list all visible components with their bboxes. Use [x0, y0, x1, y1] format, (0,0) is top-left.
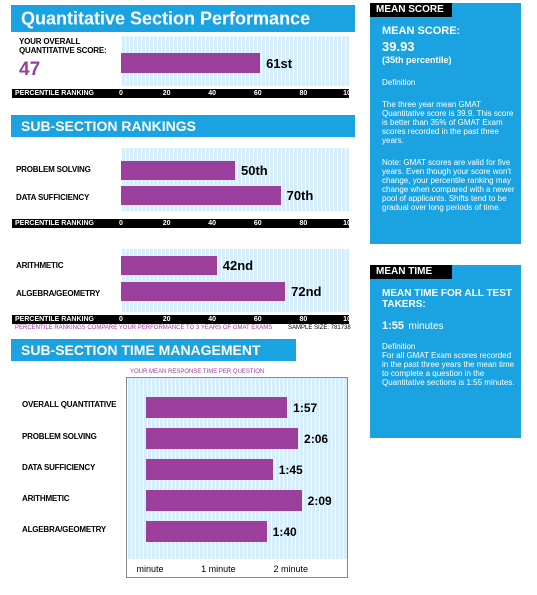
- page-title-banner: Quantitative Section Performance: [11, 5, 355, 32]
- time-category-label: ALGEBRA/GEOMETRY: [22, 525, 107, 534]
- overall-percentile-axis: PERCENTILE RANKING: [12, 89, 349, 98]
- axis-tick-label: 0: [119, 90, 123, 97]
- time-bar-value-label: 1:57: [293, 401, 318, 415]
- time-bar-data-sufficiency: [146, 459, 273, 480]
- mean-score-definition-text: The three year mean GMAT Quantitative sc…: [382, 100, 514, 145]
- category-label: ALGEBRA/GEOMETRY: [16, 289, 101, 298]
- time-axis-tick-label: 2 minute: [273, 564, 309, 574]
- category-label: PROBLEM SOLVING: [16, 165, 91, 174]
- axis-tick-label: 100: [343, 220, 355, 227]
- time-chart-frame: [126, 377, 348, 578]
- bar-data-sufficiency: [121, 186, 281, 205]
- time-category-label: PROBLEM SOLVING: [22, 432, 97, 441]
- overall-score-label-line2: QUANTITATIVE SCORE:: [19, 46, 107, 55]
- arith-alg-percentile-plot: [121, 249, 349, 312]
- time-category-label: DATA SUFFICIENCY: [22, 463, 96, 472]
- axis-tick-label: 60: [253, 316, 262, 323]
- mean-time-definition-label: Definition: [382, 342, 416, 351]
- time-bar-value-label: 2:09: [307, 494, 332, 508]
- percentile-footnote: PERCENTILE RANKINGS COMPARE YOUR PERFORM…: [15, 325, 273, 331]
- mean-score-value: 39.93: [382, 39, 415, 54]
- bar-value-label: 50th: [241, 163, 268, 178]
- axis-tick-label: 80: [299, 316, 308, 323]
- time-axis-tick-label: 1 minute: [201, 564, 236, 574]
- arith-alg-percentile-axis: PERCENTILE RANKING: [12, 315, 349, 324]
- axis-tick-label: 100: [343, 316, 355, 323]
- mean-score-panel: MEAN SCORE MEAN SCORE: 39.93 (35th perce…: [370, 3, 521, 244]
- axis-title: PERCENTILE RANKING: [15, 316, 94, 323]
- axis-tick-label: 20: [162, 316, 171, 323]
- category-label: ARITHMETIC: [16, 261, 64, 270]
- axis-tick-label: 100: [343, 90, 355, 97]
- sample-size: SAMPLE SIZE: 781738: [288, 325, 351, 331]
- bar-value-label: 42nd: [222, 258, 254, 273]
- overall-score-label-line1: YOUR OVERALL: [19, 37, 81, 46]
- mean-time-definition-text: For all GMAT Exam scores recorded in the…: [382, 351, 515, 387]
- axis-tick-label: 60: [253, 220, 262, 227]
- mean-score-tag: MEAN SCORE: [370, 3, 452, 17]
- axis-tick-label: 60: [253, 90, 262, 97]
- time-management-banner: SUB-SECTION TIME MANAGEMENT: [11, 339, 296, 361]
- page-title: Quantitative Section Performance: [21, 8, 311, 28]
- bar-arithmetic: [121, 256, 217, 275]
- bar-value-label: 70th: [286, 188, 314, 203]
- mean-score-definition-label: Definition: [382, 78, 416, 87]
- time-bar-overall-quantitative: [146, 397, 288, 418]
- axis-tick-label: 0: [119, 316, 123, 323]
- time-bar-value-label: 1:40: [272, 525, 297, 539]
- mean-time-panel: MEAN TIME MEAN TIME FOR ALL TEST TAKERS:…: [370, 265, 521, 438]
- axis-tick-label: 40: [208, 90, 217, 97]
- subsection-rankings-banner: SUB-SECTION RANKINGS: [11, 115, 355, 137]
- ps-ds-percentile-axis: PERCENTILE RANKING: [12, 219, 349, 228]
- mean-score-heading: MEAN SCORE:: [382, 25, 461, 37]
- mean-time-heading: MEAN TIME FOR ALL TEST TAKERS:: [382, 288, 512, 310]
- time-category-label: OVERALL QUANTITATIVE: [22, 400, 117, 409]
- mean-time-value-line: 1:55 minutes: [382, 316, 444, 334]
- mean-time-tag: MEAN TIME: [370, 265, 452, 279]
- axis-tick-label: 20: [162, 90, 171, 97]
- axis-tick-label: 80: [299, 90, 308, 97]
- time-bar-problem-solving: [146, 428, 299, 449]
- category-label: DATA SUFFICIENCY: [16, 193, 90, 202]
- axis-title: PERCENTILE RANKING: [15, 90, 94, 97]
- axis-tick-label: 0: [119, 220, 123, 227]
- bar-problem-solving: [121, 161, 235, 180]
- time-axis-tick-label: minute: [136, 564, 164, 574]
- mean-score-note-text: Note: GMAT scores are valid for five yea…: [382, 158, 515, 212]
- time-bar-value-label: 1:45: [278, 463, 303, 477]
- time-management-title: SUB-SECTION TIME MANAGEMENT: [21, 342, 261, 358]
- bar-algebra-geometry: [121, 282, 286, 301]
- time-category-label: ARITHMETIC: [22, 494, 70, 503]
- bar-overall: [121, 53, 261, 73]
- axis-tick-label: 40: [208, 220, 217, 227]
- axis-tick-label: 20: [162, 220, 171, 227]
- subsection-rankings-title: SUB-SECTION RANKINGS: [21, 118, 197, 134]
- axis-tick-label: 80: [299, 220, 308, 227]
- overall-score-value: 47: [19, 59, 41, 80]
- bar-value-label: 72nd: [291, 284, 322, 299]
- mean-time-unit: minutes: [408, 321, 444, 332]
- bar-value-label: 61st: [266, 56, 293, 71]
- axis-title: PERCENTILE RANKING: [15, 220, 94, 227]
- axis-tick-label: 40: [208, 316, 217, 323]
- mean-score-percentile: (35th percentile): [382, 55, 452, 65]
- time-bar-algebra-geometry: [146, 521, 267, 542]
- time-chart-subtitle: YOUR MEAN RESPONSE TIME PER QUESTION: [130, 369, 265, 375]
- overall-score-label: YOUR OVERALL QUANTITATIVE SCORE:: [19, 37, 107, 55]
- time-bar-value-label: 2:06: [304, 432, 329, 446]
- time-bar-arithmetic: [146, 490, 302, 511]
- mean-time-value: 1:55: [382, 320, 405, 332]
